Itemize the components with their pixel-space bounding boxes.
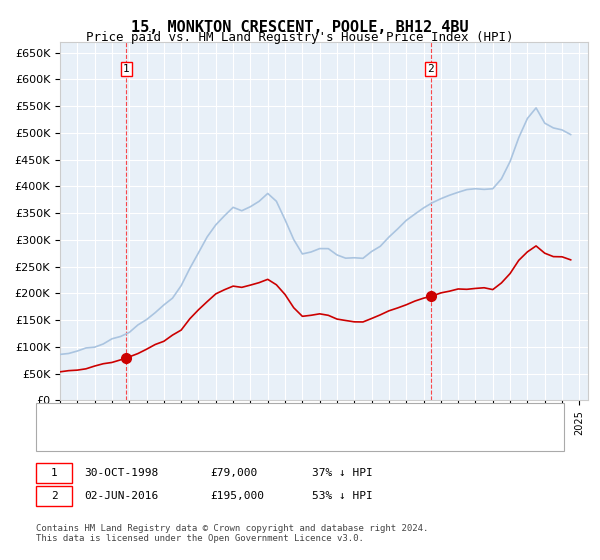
Text: 1: 1 <box>50 468 58 478</box>
Text: 15, MONKTON CRESCENT, POOLE, BH12 4BU (detached house): 15, MONKTON CRESCENT, POOLE, BH12 4BU (d… <box>102 415 439 425</box>
Text: 37% ↓ HPI: 37% ↓ HPI <box>312 468 373 478</box>
Text: Price paid vs. HM Land Registry's House Price Index (HPI): Price paid vs. HM Land Registry's House … <box>86 31 514 44</box>
Text: 2: 2 <box>50 491 58 501</box>
Text: 1: 1 <box>123 64 130 74</box>
Text: HPI: Average price, detached house, Bournemouth Christchurch and Poole: HPI: Average price, detached house, Bour… <box>102 435 539 445</box>
Text: 2: 2 <box>427 64 434 74</box>
Text: £195,000: £195,000 <box>210 491 264 501</box>
Text: 15, MONKTON CRESCENT, POOLE, BH12 4BU: 15, MONKTON CRESCENT, POOLE, BH12 4BU <box>131 20 469 35</box>
Text: Contains HM Land Registry data © Crown copyright and database right 2024.
This d: Contains HM Land Registry data © Crown c… <box>36 524 428 543</box>
Text: 30-OCT-1998: 30-OCT-1998 <box>84 468 158 478</box>
Text: 53% ↓ HPI: 53% ↓ HPI <box>312 491 373 501</box>
Text: 02-JUN-2016: 02-JUN-2016 <box>84 491 158 501</box>
Text: £79,000: £79,000 <box>210 468 257 478</box>
